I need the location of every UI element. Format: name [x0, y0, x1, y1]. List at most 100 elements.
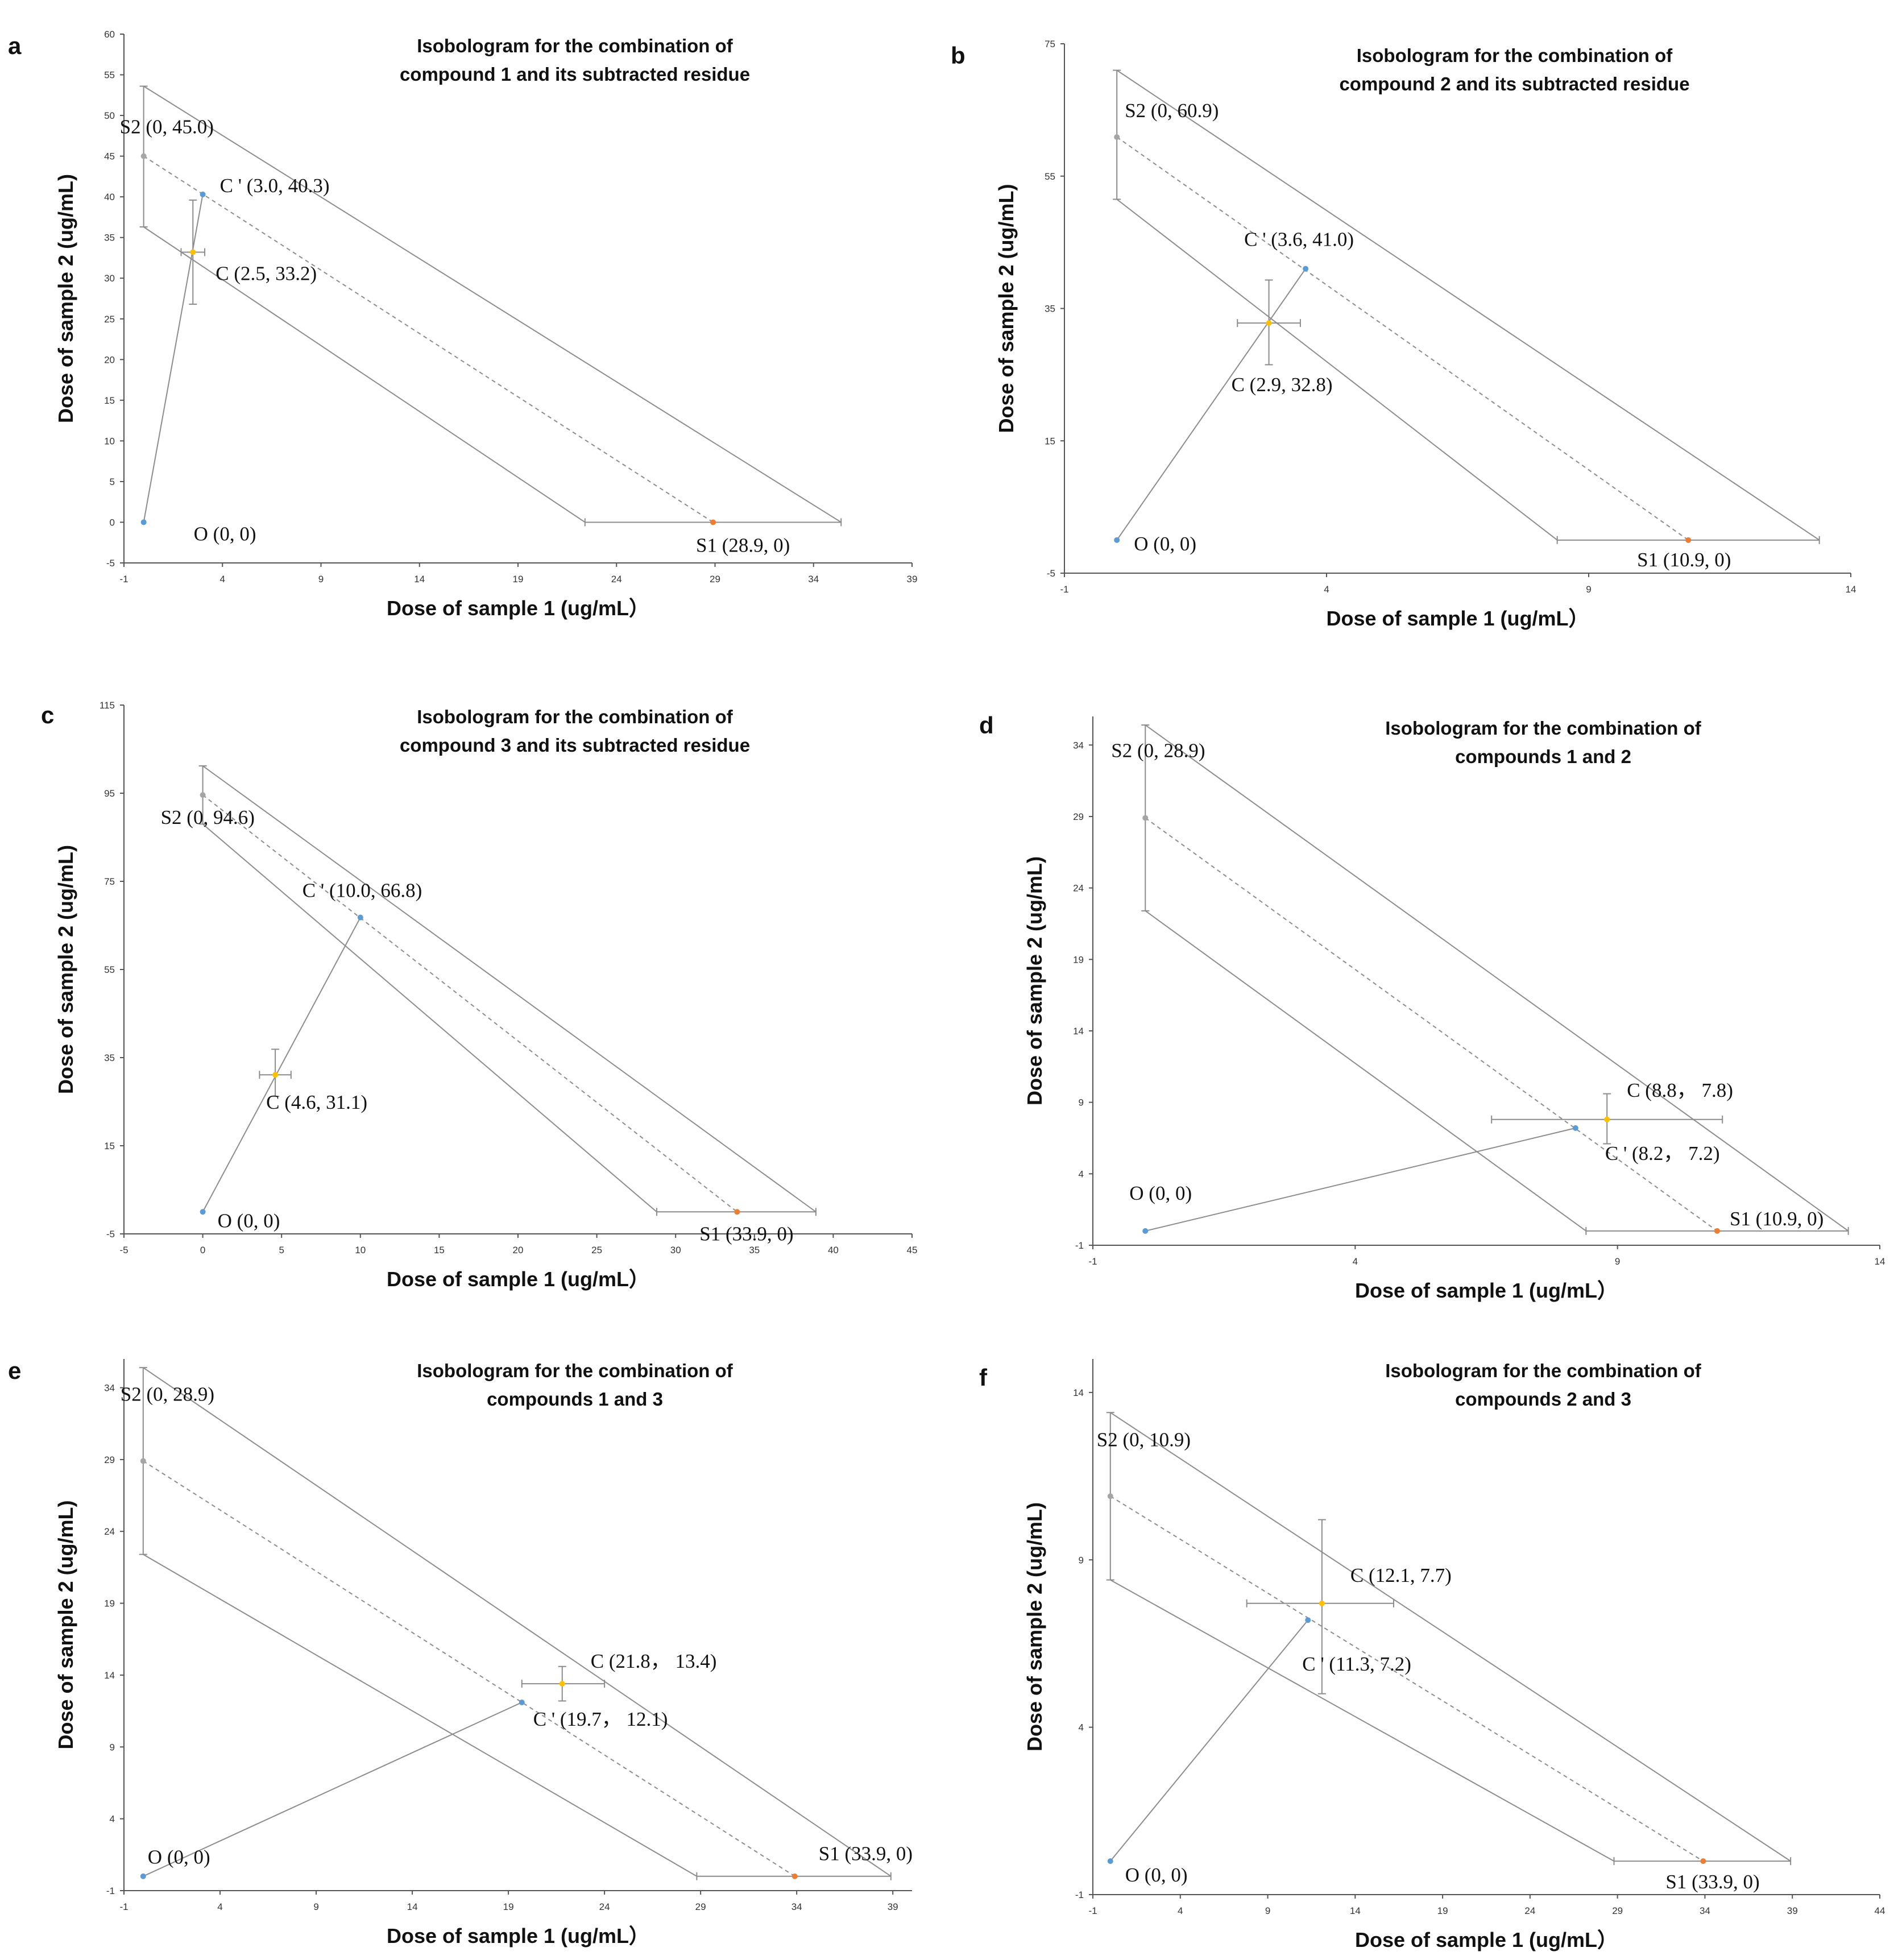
- origin-to-cprime-line: [202, 917, 361, 1212]
- x-axis-title: Dose of sample 1 (ug/mL）: [387, 1267, 649, 1291]
- x-tick-label: 35: [749, 1245, 760, 1255]
- x-tick-label: 39: [907, 574, 918, 585]
- additive-isobole: [1116, 136, 1689, 541]
- x-tick-label: -1: [119, 1901, 128, 1912]
- y-tick-label: 0: [110, 517, 115, 528]
- y-tick-label: 55: [1045, 171, 1055, 182]
- label-c: C (2.9, 32.8): [1232, 374, 1333, 396]
- point-origin: [140, 1873, 146, 1879]
- y-tick-label: 5: [110, 476, 115, 487]
- y-axis-title: Dose of sample 2 (ug/mL): [54, 174, 77, 423]
- y-tick-label: -1: [106, 1886, 115, 1896]
- x-tick-label: 34: [808, 574, 819, 585]
- point-s1: [734, 1209, 740, 1215]
- panel-letter: b: [951, 42, 965, 69]
- label-c: C (4.6, 31.1): [266, 1091, 367, 1113]
- y-tick-label: 14: [104, 1670, 115, 1681]
- point-s2: [200, 792, 206, 798]
- origin-to-cprime-line: [143, 194, 204, 523]
- x-tick-label: 4: [1324, 584, 1329, 595]
- y-axis-title: Dose of sample 2 (ug/mL): [994, 184, 1018, 433]
- chart-title-line: Isobologram for the combination of: [1385, 1360, 1702, 1381]
- label-s2: S2 (0, 28.9): [121, 1383, 214, 1405]
- y-tick-label: 35: [1045, 304, 1055, 314]
- label-s1: S1 (33.9, 0): [699, 1223, 793, 1245]
- x-tick-label: 34: [791, 1901, 802, 1912]
- x-tick-label: 9: [318, 574, 324, 585]
- chart-title-line: Isobologram for the combination of: [417, 1360, 733, 1381]
- chart-title-line: compound 2 and its subtracted residue: [1339, 73, 1689, 94]
- chart-title-line: compounds 2 and 3: [1455, 1389, 1631, 1410]
- additive-isobole: [202, 794, 737, 1213]
- y-tick-label: 75: [104, 876, 115, 887]
- panel-a: a Isobologram for the combination of compo…: [8, 29, 917, 620]
- x-tick-label: -1: [1088, 1905, 1097, 1916]
- y-tick-label: 24: [1073, 883, 1084, 894]
- panel-e: e Isobologram for the combination of compo…: [8, 1357, 913, 1947]
- y-tick-label: 4: [1079, 1168, 1084, 1179]
- chart-title-line: compounds 1 and 2: [1455, 746, 1631, 767]
- chart-title-line: compound 1 and its subtracted residue: [400, 64, 750, 85]
- x-tick-label: -1: [1060, 584, 1068, 595]
- y-tick-label: 9: [110, 1742, 115, 1752]
- x-tick-label: -1: [119, 574, 128, 585]
- x-axis-title: Dose of sample 1 (ug/mL）: [387, 1924, 649, 1947]
- point-c: [190, 249, 196, 255]
- y-tick-label: -1: [1075, 1240, 1084, 1251]
- point-s2: [1107, 1493, 1113, 1499]
- point-s2: [1142, 815, 1149, 821]
- x-tick-label: 45: [907, 1245, 918, 1255]
- point-s2: [1114, 134, 1120, 140]
- x-tick-label: 24: [611, 574, 622, 585]
- x-tick-label: 39: [1787, 1905, 1798, 1916]
- label-origin: O (0, 0): [1129, 1182, 1192, 1204]
- label-c: C (12.1, 7.7): [1350, 1564, 1452, 1586]
- x-tick-label: 15: [434, 1245, 445, 1255]
- label-origin: O (0, 0): [148, 1846, 210, 1868]
- x-tick-label: 4: [220, 574, 225, 585]
- y-axis-title: Dose of sample 2 (ug/mL): [1023, 1502, 1046, 1751]
- chart-title-line: Isobologram for the combination of: [1385, 718, 1702, 739]
- y-tick-label: 25: [104, 314, 115, 325]
- point-c: [1266, 320, 1272, 326]
- y-tick-label: 35: [104, 233, 115, 243]
- panel-letter: a: [8, 32, 22, 59]
- x-tick-label: 14: [407, 1901, 418, 1912]
- x-tick-label: 9: [1586, 584, 1591, 595]
- y-tick-label: 34: [104, 1383, 115, 1394]
- y-tick-label: 40: [104, 192, 115, 202]
- point-origin: [1114, 537, 1120, 543]
- label-s2: S2 (0, 60.9): [1125, 100, 1219, 122]
- y-tick-label: 15: [104, 1141, 115, 1151]
- chart-title-line: Isobologram for the combination of: [417, 35, 733, 56]
- origin-to-cprime-line: [1109, 1619, 1309, 1862]
- x-tick-label: 24: [1524, 1905, 1535, 1916]
- x-tick-label: 29: [1612, 1905, 1623, 1916]
- point-cprime: [1572, 1125, 1578, 1131]
- upper-confidence-isobole: [202, 765, 817, 1213]
- y-tick-label: 14: [1073, 1026, 1084, 1037]
- panel-letter: e: [8, 1357, 21, 1384]
- x-tick-label: 9: [313, 1901, 318, 1912]
- label-s1: S1 (33.9, 0): [819, 1843, 913, 1865]
- label-s1: S1 (10.9, 0): [1730, 1208, 1824, 1230]
- x-tick-label: 14: [1846, 584, 1856, 595]
- label-cprime: C ' (3.0, 40.3): [220, 175, 330, 197]
- label-origin: O (0, 0): [218, 1209, 280, 1232]
- point-origin: [200, 1209, 206, 1215]
- label-origin: O (0, 0): [1134, 533, 1196, 555]
- label-c: C (21.8， 13.4): [591, 1650, 717, 1672]
- label-s1: S1 (10.9, 0): [1637, 549, 1731, 571]
- x-tick-label: 19: [503, 1901, 514, 1912]
- x-tick-label: 29: [710, 574, 720, 585]
- point-s2: [140, 1458, 146, 1464]
- label-s2: S2 (0, 45.0): [120, 116, 214, 138]
- y-tick-label: 30: [104, 273, 115, 284]
- x-tick-label: -5: [119, 1245, 128, 1255]
- lower-confidence-isobole: [1145, 910, 1586, 1232]
- chart-title-line: compound 3 and its subtracted residue: [400, 735, 750, 756]
- additive-isobole: [1145, 817, 1718, 1232]
- y-tick-label: 29: [1073, 811, 1084, 822]
- label-s2: S2 (0, 10.9): [1097, 1428, 1191, 1451]
- label-s2: S2 (0, 28.9): [1111, 739, 1205, 761]
